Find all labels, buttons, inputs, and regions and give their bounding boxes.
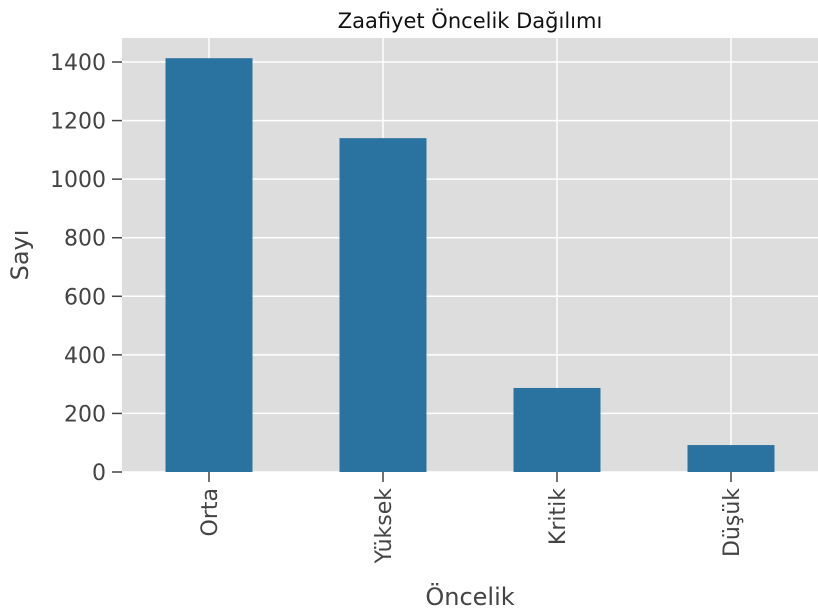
y-axis-label: Sayı bbox=[6, 230, 34, 281]
x-tick-label: Yüksek bbox=[372, 488, 397, 565]
bar bbox=[687, 445, 775, 472]
x-tick-label: Orta bbox=[198, 488, 223, 536]
y-tick-label: 1000 bbox=[50, 168, 106, 193]
y-tick-label: 200 bbox=[64, 402, 106, 427]
x-tick-label: Kritik bbox=[546, 488, 571, 545]
bar bbox=[339, 138, 427, 472]
bar bbox=[513, 387, 601, 472]
chart-title: Zaafiyet Öncelik Dağılımı bbox=[338, 8, 603, 33]
y-tick-label: 400 bbox=[64, 344, 106, 369]
y-tick-label: 600 bbox=[64, 285, 106, 310]
y-tick-label: 800 bbox=[64, 227, 106, 252]
y-tick-label: 1200 bbox=[50, 110, 106, 135]
bar bbox=[165, 58, 253, 472]
x-axis-label: Öncelik bbox=[425, 582, 514, 611]
x-tick-label: Düşük bbox=[720, 488, 745, 557]
y-tick-label: 1400 bbox=[50, 51, 106, 76]
y-tick-label: 0 bbox=[92, 461, 106, 486]
